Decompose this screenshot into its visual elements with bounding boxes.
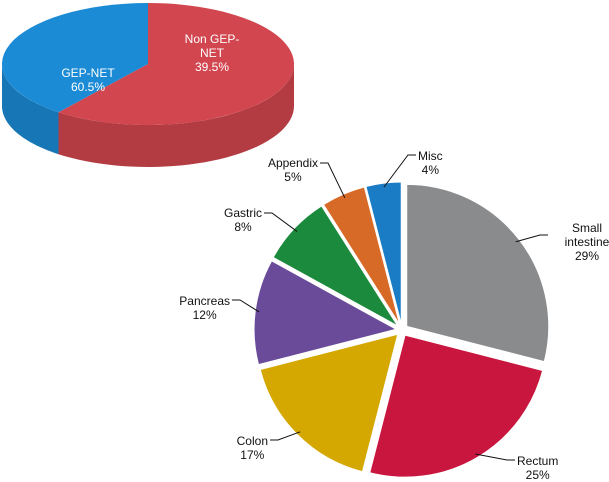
slice-label: Misc 4% <box>418 149 443 177</box>
leader-line <box>264 212 298 232</box>
value-label: 4% <box>421 163 439 177</box>
slice <box>406 183 550 363</box>
value-label: 39.5% <box>194 60 230 74</box>
value-label: 5% <box>284 170 302 184</box>
leader-line <box>320 162 346 199</box>
category: Rectum <box>517 454 559 468</box>
value-label: 12% <box>192 308 217 322</box>
slice <box>369 334 544 478</box>
leader-line <box>475 453 515 461</box>
slice-label: Gastric 8% <box>224 206 262 234</box>
slice-label: GEP-NET 60.5% <box>53 66 123 94</box>
value-label: 29% <box>574 249 600 263</box>
category: Appendix <box>267 156 318 170</box>
leader-line <box>270 431 301 441</box>
slice <box>58 3 295 125</box>
slice-label: Rectum 25% <box>517 454 558 482</box>
value-label: 25% <box>525 468 550 482</box>
slice <box>259 333 399 473</box>
leader-line <box>515 234 548 243</box>
slice-label: Small intestine 29% <box>562 221 609 263</box>
category: Non GEP-NET <box>184 32 240 60</box>
slice-side <box>58 64 295 167</box>
leader-line <box>232 299 260 313</box>
value-label: 17% <box>240 448 265 462</box>
slice-label: Non GEP-NET 39.5% <box>182 32 242 74</box>
leader-line <box>383 154 416 188</box>
slice <box>253 260 398 366</box>
slice <box>2 3 149 113</box>
category: Gastric <box>223 206 262 220</box>
slice <box>365 181 402 325</box>
slice-label: Colon 17% <box>237 434 268 462</box>
category: Pancreas <box>179 294 230 308</box>
value-label: 60.5% <box>70 80 106 94</box>
category: Small intestine <box>564 221 609 249</box>
category: Colon <box>236 434 268 448</box>
category: Misc <box>418 149 443 163</box>
slice-side <box>2 64 59 155</box>
category: GEP-NET <box>61 66 115 80</box>
slice-label: Pancreas 12% <box>179 294 230 322</box>
value-label: 8% <box>234 220 252 234</box>
slice-label: Appendix 5% <box>268 156 318 184</box>
